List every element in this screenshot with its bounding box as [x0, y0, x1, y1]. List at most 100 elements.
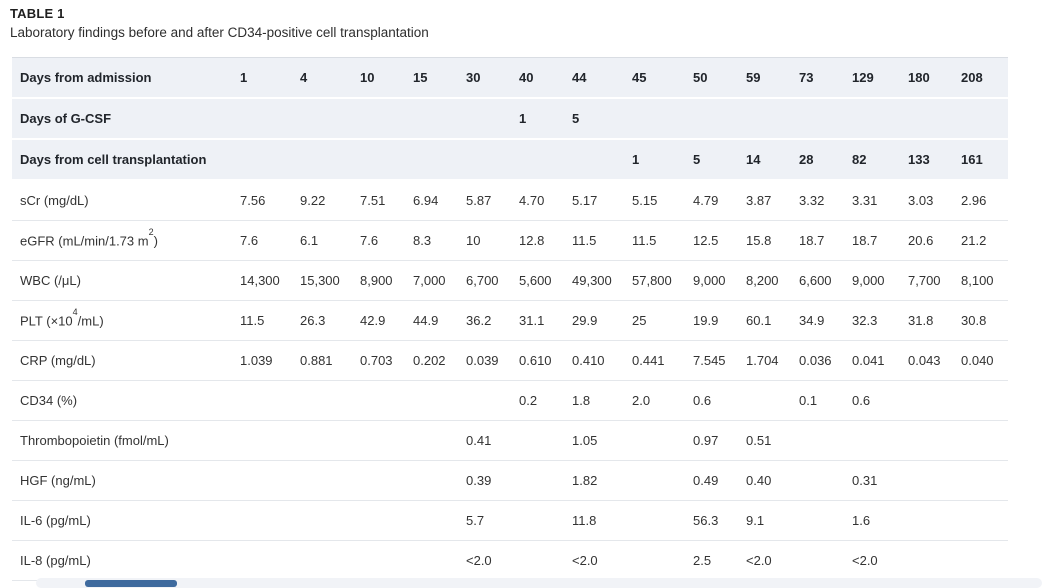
row-label: Days of G-CSF — [12, 98, 240, 140]
table-cell — [519, 500, 572, 541]
table-cell: 19.9 — [693, 300, 746, 341]
table-cell: <2.0 — [746, 540, 799, 581]
table-cell: 208 — [961, 57, 1008, 99]
table-cell: <2.0 — [572, 540, 632, 581]
table-row: IL-8 (pg/mL) <2.0 <2.0 2.5 <2.0 <2.0 — [12, 540, 1008, 581]
table-cell: 59 — [746, 57, 799, 99]
lab-table-wrapper: Days from admission 1 4 10 15 30 40 44 45 50 59 73 1… — [12, 57, 1008, 581]
table-cell: 6,700 — [466, 260, 519, 301]
table-cell: 0.6 — [852, 380, 908, 421]
table-cell: 73 — [799, 57, 852, 99]
table-cell: 0.039 — [466, 340, 519, 381]
table-cell: 32.3 — [852, 300, 908, 341]
table-cell: 7.56 — [240, 180, 300, 221]
table-cell: 11.8 — [572, 500, 632, 541]
table-cell — [300, 98, 360, 140]
row-label: IL-8 (pg/mL) — [12, 540, 240, 581]
table-cell — [300, 500, 360, 541]
table-cell: 5.15 — [632, 180, 693, 221]
horizontal-scrollbar-track[interactable] — [36, 578, 1042, 588]
row-label: Days from cell transplantation — [12, 139, 240, 181]
table-cell — [572, 139, 632, 181]
table-cell: 1 — [632, 139, 693, 181]
table-cell: 40 — [519, 57, 572, 99]
table-cell — [300, 540, 360, 581]
row-label: Days from admission — [12, 57, 240, 99]
table-cell: 30 — [466, 57, 519, 99]
table-cell: 1.8 — [572, 380, 632, 421]
table-cell: 0.41 — [466, 420, 519, 461]
table-cell: 4.79 — [693, 180, 746, 221]
table-cell: 0.2 — [519, 380, 572, 421]
horizontal-scrollbar-thumb[interactable] — [85, 580, 177, 587]
table-cell: 2.5 — [693, 540, 746, 581]
table-cell: 2.96 — [961, 180, 1008, 221]
table-cell: 36.2 — [466, 300, 519, 341]
table-cell — [240, 500, 300, 541]
table-cell: 4.70 — [519, 180, 572, 221]
table-cell: 5.7 — [466, 500, 519, 541]
table-cell: 21.2 — [961, 220, 1008, 261]
table-cell: 7.545 — [693, 340, 746, 381]
table-header-row: Days from cell transplantation 1 5 14 28 82 13… — [12, 139, 1008, 181]
table-cell: 3.31 — [852, 180, 908, 221]
table-cell — [799, 420, 852, 461]
table-cell — [519, 540, 572, 581]
table-caption: Laboratory findings before and after CD3… — [10, 25, 429, 40]
table-cell: 9.22 — [300, 180, 360, 221]
table-cell: 5.87 — [466, 180, 519, 221]
table-cell: 12.8 — [519, 220, 572, 261]
table-cell — [519, 139, 572, 181]
table-cell — [908, 460, 961, 501]
table-cell — [961, 540, 1008, 581]
table-cell: 7,000 — [413, 260, 466, 301]
table-cell: 0.1 — [799, 380, 852, 421]
table-cell: 9,000 — [852, 260, 908, 301]
table-row: IL-6 (pg/mL) 5.7 11.8 56.3 9.1 1.6 — [12, 500, 1008, 541]
table-cell: 11.5 — [572, 220, 632, 261]
table-cell: 7.6 — [360, 220, 413, 261]
table-cell — [413, 460, 466, 501]
table-cell: 0.610 — [519, 340, 572, 381]
table-header-row: Days of G-CSF 1 5 — [12, 98, 1008, 140]
table-cell: 20.6 — [908, 220, 961, 261]
table-cell — [961, 500, 1008, 541]
table-cell: 11.5 — [632, 220, 693, 261]
table-cell: 7.6 — [240, 220, 300, 261]
table-cell: <2.0 — [466, 540, 519, 581]
table-cell: 9,000 — [693, 260, 746, 301]
table-row: PLT (×104/mL) 11.5 26.3 42.9 44.9 36.2 31.1 29.… — [12, 300, 1008, 341]
table-cell — [799, 98, 852, 140]
lab-table-body: Days from admission 1 4 10 15 30 40 44 45 50 59 73 1… — [12, 57, 1008, 581]
table-cell: 0.39 — [466, 460, 519, 501]
table-cell — [360, 98, 413, 140]
table-cell: 0.40 — [746, 460, 799, 501]
table-cell — [360, 139, 413, 181]
table-cell — [519, 420, 572, 461]
table-cell: 11.5 — [240, 300, 300, 341]
table-cell — [360, 460, 413, 501]
table-cell — [240, 540, 300, 581]
table-cell: 18.7 — [852, 220, 908, 261]
table-cell — [240, 380, 300, 421]
table-cell — [799, 540, 852, 581]
table-cell: 1 — [519, 98, 572, 140]
table-cell: 0.041 — [852, 340, 908, 381]
row-label: PLT (×104/mL) — [12, 300, 240, 341]
table-cell — [240, 420, 300, 461]
table-cell — [466, 139, 519, 181]
table-cell: 10 — [466, 220, 519, 261]
table-cell: 0.040 — [961, 340, 1008, 381]
table-cell: 0.51 — [746, 420, 799, 461]
table-cell: 15,300 — [300, 260, 360, 301]
table-cell: 8.3 — [413, 220, 466, 261]
lab-table: Days from admission 1 4 10 15 30 40 44 45 50 59 73 1… — [12, 57, 1008, 581]
table-cell: 0.441 — [632, 340, 693, 381]
table-cell — [360, 380, 413, 421]
table-cell — [519, 460, 572, 501]
table-cell: 1.82 — [572, 460, 632, 501]
table-cell: 1.6 — [852, 500, 908, 541]
table-title: TABLE 1 — [10, 6, 65, 21]
table-cell: 1 — [240, 57, 300, 99]
